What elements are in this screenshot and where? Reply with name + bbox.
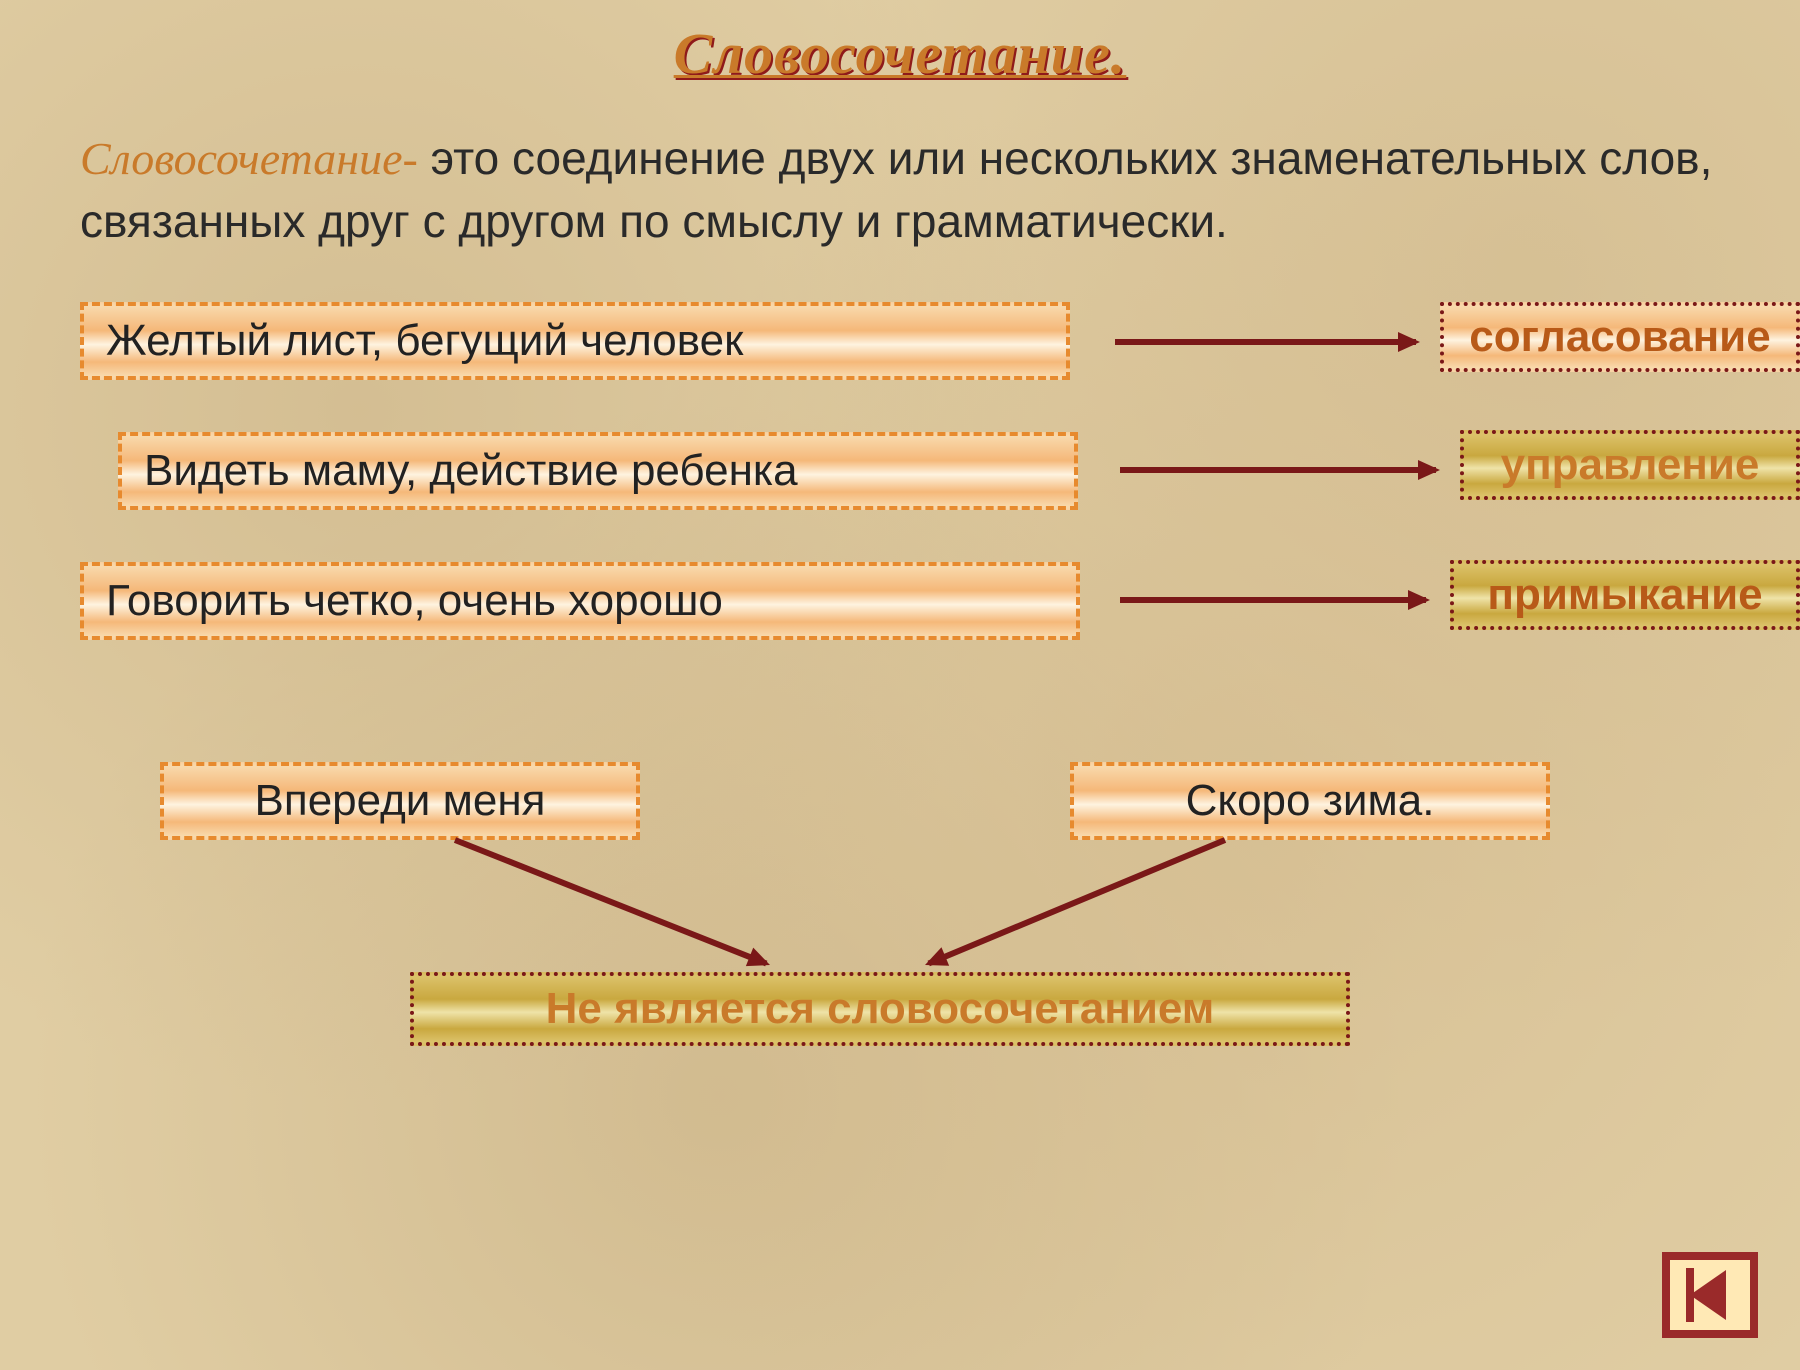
- example-box-1: Видеть маму, действие ребенка: [118, 432, 1078, 510]
- nav-prev-icon: [1660, 1250, 1760, 1340]
- nav-prev-button[interactable]: [1660, 1250, 1760, 1340]
- definition-paragraph: Словосочетание- это соединение двух или …: [80, 127, 1720, 252]
- bottom-right-box: Скоро зима.: [1070, 762, 1550, 840]
- bottom-left-box: Впереди меня: [160, 762, 640, 840]
- type-box-2: примыкание: [1450, 560, 1800, 630]
- definition-term: Словосочетание-: [80, 133, 418, 184]
- example-box-0: Желтый лист, бегущий человек: [80, 302, 1070, 380]
- type-box-1: управление: [1460, 430, 1800, 500]
- example-box-2: Говорить четко, очень хорошо: [80, 562, 1080, 640]
- result-box: Не является словосочетанием: [410, 972, 1350, 1046]
- examples-area: Желтый лист, бегущий человек согласование…: [0, 302, 1800, 722]
- bottom-area: Впереди меня Скоро зима. Не является слово…: [0, 722, 1800, 1122]
- page-title: Словосочетание.: [0, 20, 1800, 87]
- type-box-0: согласование: [1440, 302, 1800, 372]
